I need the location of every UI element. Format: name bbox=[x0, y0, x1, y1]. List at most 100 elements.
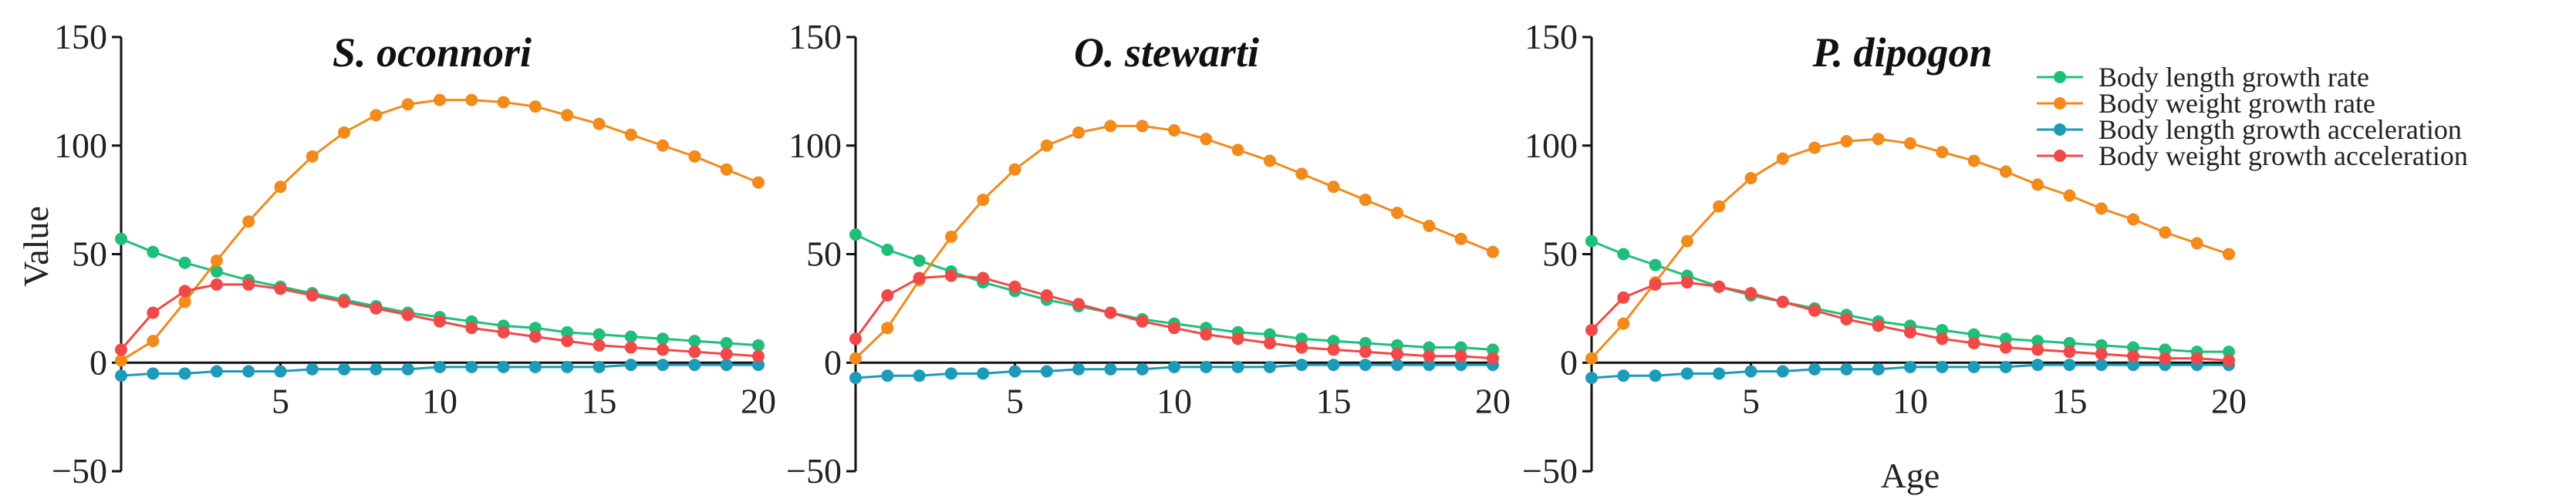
data-point bbox=[593, 117, 606, 130]
data-point bbox=[497, 96, 510, 109]
data-point bbox=[849, 228, 862, 241]
series-body-weight-growth-acceleration bbox=[115, 278, 765, 362]
data-point bbox=[115, 354, 127, 367]
data-point bbox=[497, 360, 510, 373]
x-tick-label: 20 bbox=[741, 381, 776, 420]
data-point bbox=[657, 139, 670, 152]
data-point bbox=[528, 322, 542, 335]
y-tick-label: 0 bbox=[89, 342, 107, 382]
data-point bbox=[2190, 352, 2203, 365]
data-point bbox=[1168, 360, 1180, 373]
data-point bbox=[1391, 347, 1404, 360]
data-point bbox=[624, 330, 637, 343]
data-point bbox=[1487, 352, 1499, 365]
legend-marker bbox=[2054, 71, 2066, 83]
data-point bbox=[1680, 367, 1693, 380]
data-point bbox=[1359, 336, 1372, 349]
data-point bbox=[1999, 341, 2012, 354]
series-body-length-growth-rate bbox=[1585, 234, 2235, 359]
y-tick-label: −50 bbox=[52, 451, 107, 491]
data-point bbox=[849, 371, 862, 384]
panel-2: −50 0 50 100 150 5 10 15 20 O. stewarti bbox=[786, 17, 1511, 491]
data-point bbox=[1744, 287, 1757, 300]
legend-marker bbox=[2054, 150, 2066, 162]
y-tick-label: 50 bbox=[1542, 234, 1578, 274]
data-point bbox=[944, 230, 957, 243]
y-tick-label: 0 bbox=[824, 342, 842, 382]
data-point bbox=[1487, 343, 1499, 356]
series-body-weight-growth-acceleration bbox=[849, 269, 1499, 365]
data-point bbox=[2159, 352, 2172, 365]
data-point bbox=[2031, 359, 2044, 372]
x-tick-label: 15 bbox=[2052, 381, 2088, 420]
data-point bbox=[881, 243, 894, 256]
data-point bbox=[593, 328, 606, 341]
series-body-length-growth-acceleration bbox=[115, 359, 765, 383]
data-point bbox=[1617, 317, 1630, 330]
data-point bbox=[881, 288, 894, 302]
data-point bbox=[1872, 133, 1885, 146]
data-point bbox=[1585, 324, 1598, 337]
data-point bbox=[1263, 360, 1276, 373]
data-point bbox=[2063, 189, 2076, 202]
data-point bbox=[688, 150, 701, 163]
data-point bbox=[913, 254, 926, 267]
data-point bbox=[1936, 332, 1949, 346]
data-point bbox=[1072, 362, 1085, 376]
data-point bbox=[752, 359, 765, 372]
data-point bbox=[1391, 339, 1404, 352]
y-tick-label: 150 bbox=[788, 17, 842, 56]
y-tick-label: 50 bbox=[72, 234, 107, 274]
data-point bbox=[115, 369, 127, 383]
data-point bbox=[1776, 295, 1789, 309]
data-point bbox=[528, 330, 542, 343]
legend-label: Body length growth acceleration bbox=[2098, 114, 2462, 145]
legend-label: Body weight growth rate bbox=[2098, 88, 2375, 119]
data-point bbox=[1454, 349, 1467, 362]
data-point bbox=[1454, 359, 1467, 372]
series-body-length-growth-acceleration bbox=[849, 359, 1499, 384]
legend-label: Body weight growth acceleration bbox=[2098, 140, 2468, 171]
data-point bbox=[752, 349, 765, 362]
y-axis-label: Value bbox=[16, 206, 56, 287]
data-point bbox=[1999, 360, 2012, 373]
y-tick-label: −50 bbox=[1522, 451, 1578, 491]
y-tick-label: 50 bbox=[806, 234, 842, 274]
data-point bbox=[1967, 336, 1980, 349]
data-point bbox=[1423, 349, 1436, 362]
data-point bbox=[624, 128, 637, 141]
data-point bbox=[752, 176, 765, 189]
series-body-length-growth-rate bbox=[115, 232, 765, 352]
data-point bbox=[1391, 359, 1404, 372]
data-point bbox=[528, 360, 542, 373]
data-point bbox=[2159, 226, 2172, 239]
data-point bbox=[306, 150, 319, 163]
data-point bbox=[528, 100, 542, 113]
data-point bbox=[913, 271, 926, 285]
x-tick-label: 5 bbox=[272, 381, 289, 420]
data-point bbox=[1040, 139, 1053, 152]
data-point bbox=[2127, 213, 2140, 226]
data-point bbox=[242, 215, 255, 228]
data-point bbox=[178, 295, 191, 309]
data-point bbox=[2223, 354, 2235, 367]
x-tick-label: 10 bbox=[1892, 381, 1928, 420]
series-body-length-growth-acceleration bbox=[1585, 359, 2235, 384]
data-point bbox=[1680, 234, 1693, 248]
data-point bbox=[115, 343, 127, 356]
y-tick-label: 150 bbox=[54, 17, 107, 56]
y-tick-label: −50 bbox=[786, 451, 842, 491]
data-point bbox=[242, 278, 255, 291]
data-point bbox=[1936, 324, 1949, 337]
data-point bbox=[1617, 248, 1630, 261]
data-point bbox=[274, 365, 287, 378]
data-point bbox=[1231, 143, 1244, 157]
data-point bbox=[1744, 171, 1757, 184]
data-point bbox=[1359, 194, 1372, 207]
data-point bbox=[147, 306, 160, 319]
data-point bbox=[465, 322, 478, 335]
panel-title: O. stewarti bbox=[1074, 29, 1259, 76]
data-point bbox=[1423, 219, 1436, 232]
